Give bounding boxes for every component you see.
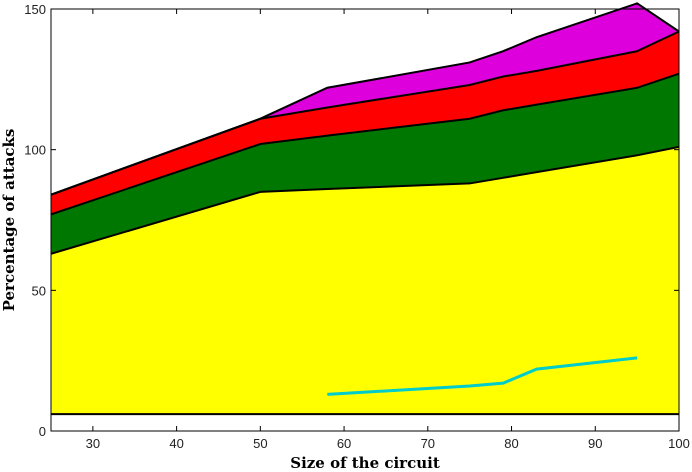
y-tick-label: 150 (24, 2, 46, 17)
area-layer-3 (51, 31, 679, 215)
y-axis-title: Percentage of attacks (0, 129, 18, 312)
plot-border (50, 8, 680, 432)
y-tick-label: 0 (39, 424, 46, 439)
line-series (327, 356, 638, 396)
cyan-line (327, 356, 638, 396)
y-axis-ticks: 0 50 100 150 (24, 2, 679, 439)
x-tick-label: 90 (588, 436, 602, 451)
x-tick-label: 60 (337, 436, 351, 451)
x-axis-title: Size of the circuit (290, 454, 440, 472)
x-tick-label: 70 (421, 436, 435, 451)
y-tick-label: 50 (32, 283, 46, 298)
y-tick-label: 100 (24, 143, 46, 158)
area-layer-2 (51, 73, 679, 254)
x-tick-label: 50 (253, 436, 267, 451)
area-boundary-1 (50, 145, 680, 255)
x-tick-label: 30 (86, 436, 100, 451)
x-tick-label: 40 (169, 436, 183, 451)
area-layers (50, 2, 680, 416)
x-tick-label: 80 (504, 436, 518, 451)
x-tick-label: 100 (668, 436, 690, 451)
area-boundary-2 (50, 72, 680, 216)
area-boundary-3 (50, 30, 680, 196)
area-layer-4 (51, 3, 679, 195)
area-layer-1 (51, 146, 679, 415)
x-axis-ticks: 30 40 50 60 70 80 90 100 (86, 9, 690, 451)
